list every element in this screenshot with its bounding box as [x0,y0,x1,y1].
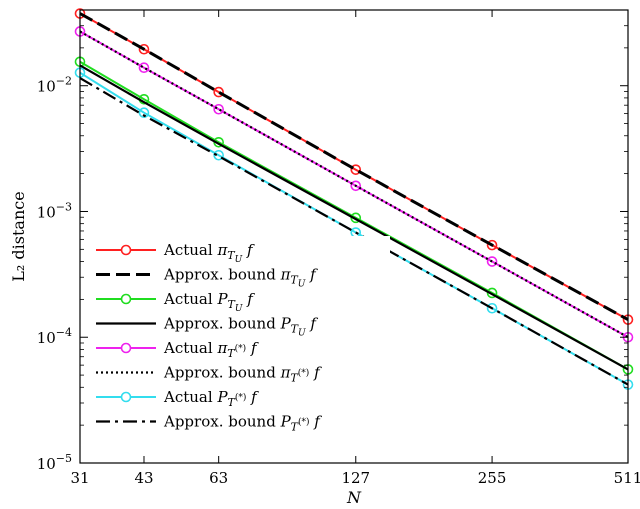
y-tick-label: 10−4 [37,326,72,347]
legend-marker [120,293,132,305]
legend-label: Approx. bound πTU f [163,266,318,290]
x-tick-label: 31 [70,469,89,487]
series-line [79,12,629,321]
legend-marker [120,391,132,403]
series-point [213,149,224,161]
x-tick-label: 127 [341,469,370,487]
series-point [350,180,362,192]
legend-marker [120,244,132,256]
series-point [213,86,224,98]
series-point [486,302,498,314]
series-line [79,77,629,386]
x-tick-label: 63 [209,469,228,487]
legend-entry: Actual PTU f [96,290,255,314]
legend-entry: Approx. bound πTU f [96,266,318,290]
legend-label: Actual PTU f [163,290,255,314]
legend-marker [120,342,132,354]
series-layer [74,8,634,390]
series [79,77,629,386]
legend-entry: Approx. bound PT(*) f [96,413,322,434]
series-point [350,164,362,175]
legend-label: Actual PT(*) f [163,388,259,409]
legend-entry: Actual πT(*) f [96,339,259,360]
axis-ticks: 31 43 63 127 255 511 10−5 10−4 10−3 10−2 [37,9,640,487]
legend-entry: Approx. bound PTU f [96,315,318,339]
series-point [213,103,224,115]
series-point [138,62,150,74]
y-tick-label: 10−2 [37,75,72,96]
x-tick-label: 43 [134,469,153,487]
legend-entry: Actual πTU f [96,241,255,265]
series-point [138,43,150,55]
series-point [138,107,150,119]
legend-label: Approx. bound PTU f [163,315,318,339]
y-tick-label: 10−5 [37,452,72,473]
series-point [486,256,498,267]
x-tick-label: 511 [614,469,640,487]
series-line [79,64,629,371]
y-axis-label: L₂ distance [9,191,28,281]
legend-label: Approx. bound πT(*) f [163,364,322,385]
legend-label: Approx. bound PT(*) f [163,413,322,434]
x-axis-label: N [346,488,362,507]
legend-label: Actual πT(*) f [163,339,259,360]
x-tick-label: 255 [478,469,507,487]
legend-label: Actual πTU f [163,241,255,265]
series-line [79,30,629,339]
series [79,64,629,371]
legend-box [84,236,390,438]
legend-entry: Actual PT(*) f [96,388,259,409]
y-tick-label: 10−3 [37,200,72,221]
series-point [486,239,498,251]
series [79,12,629,321]
series [79,30,629,339]
plot-frame [79,9,629,464]
legend-entry: Approx. bound πT(*) f [96,364,322,385]
